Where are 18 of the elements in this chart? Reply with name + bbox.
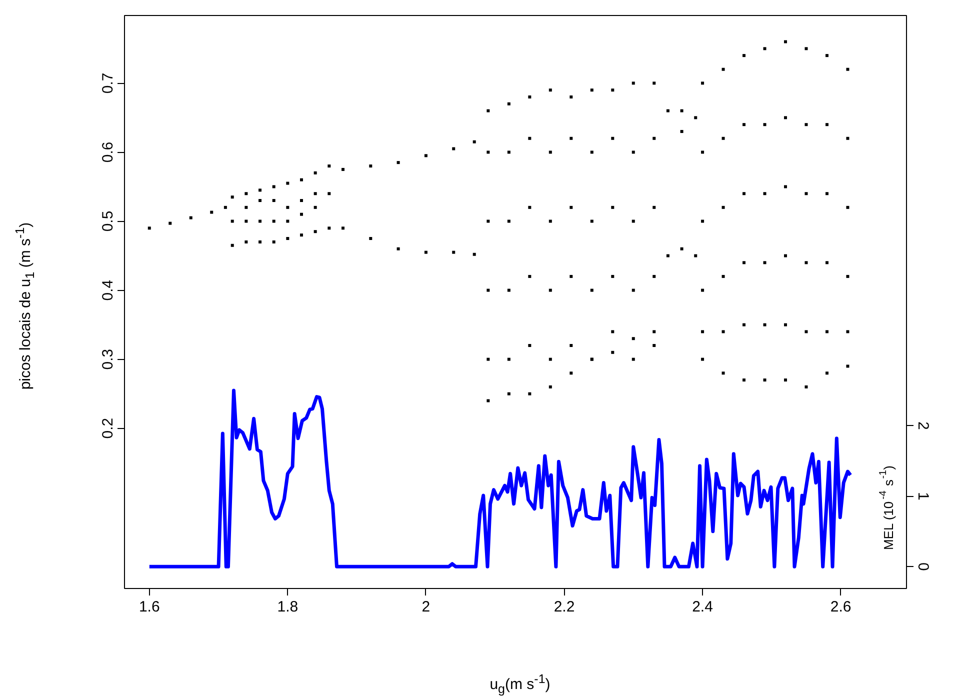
- x-tick-label: 1.6: [138, 598, 160, 616]
- y2-axis-title: MEL (10-4 s-1): [878, 466, 896, 550]
- y-tick-label: 0.6: [100, 142, 116, 163]
- x-tick-label: 2: [422, 598, 430, 616]
- line-series: [148, 388, 852, 568]
- x-tick-label: 2.2: [554, 598, 575, 616]
- y-tick-label: 0.4: [100, 280, 116, 301]
- x-tick-label: 2.4: [692, 598, 713, 616]
- y-tick-label: 0.5: [100, 210, 116, 232]
- y-tick-label: 0.3: [100, 348, 116, 370]
- y-tick-label: 0.7: [100, 72, 116, 94]
- y2-tick-label: 1: [914, 492, 932, 500]
- x-tick-label: 2.6: [830, 598, 852, 616]
- x-axis-title: u$_{g}$(m s$^{-1}$): [490, 672, 550, 696]
- y2-tick-label: 0: [914, 562, 932, 571]
- x-tick-label: 1.8: [277, 598, 298, 616]
- y-tick-label: 0.2: [100, 418, 116, 439]
- y2-tick-label: 2: [914, 422, 932, 430]
